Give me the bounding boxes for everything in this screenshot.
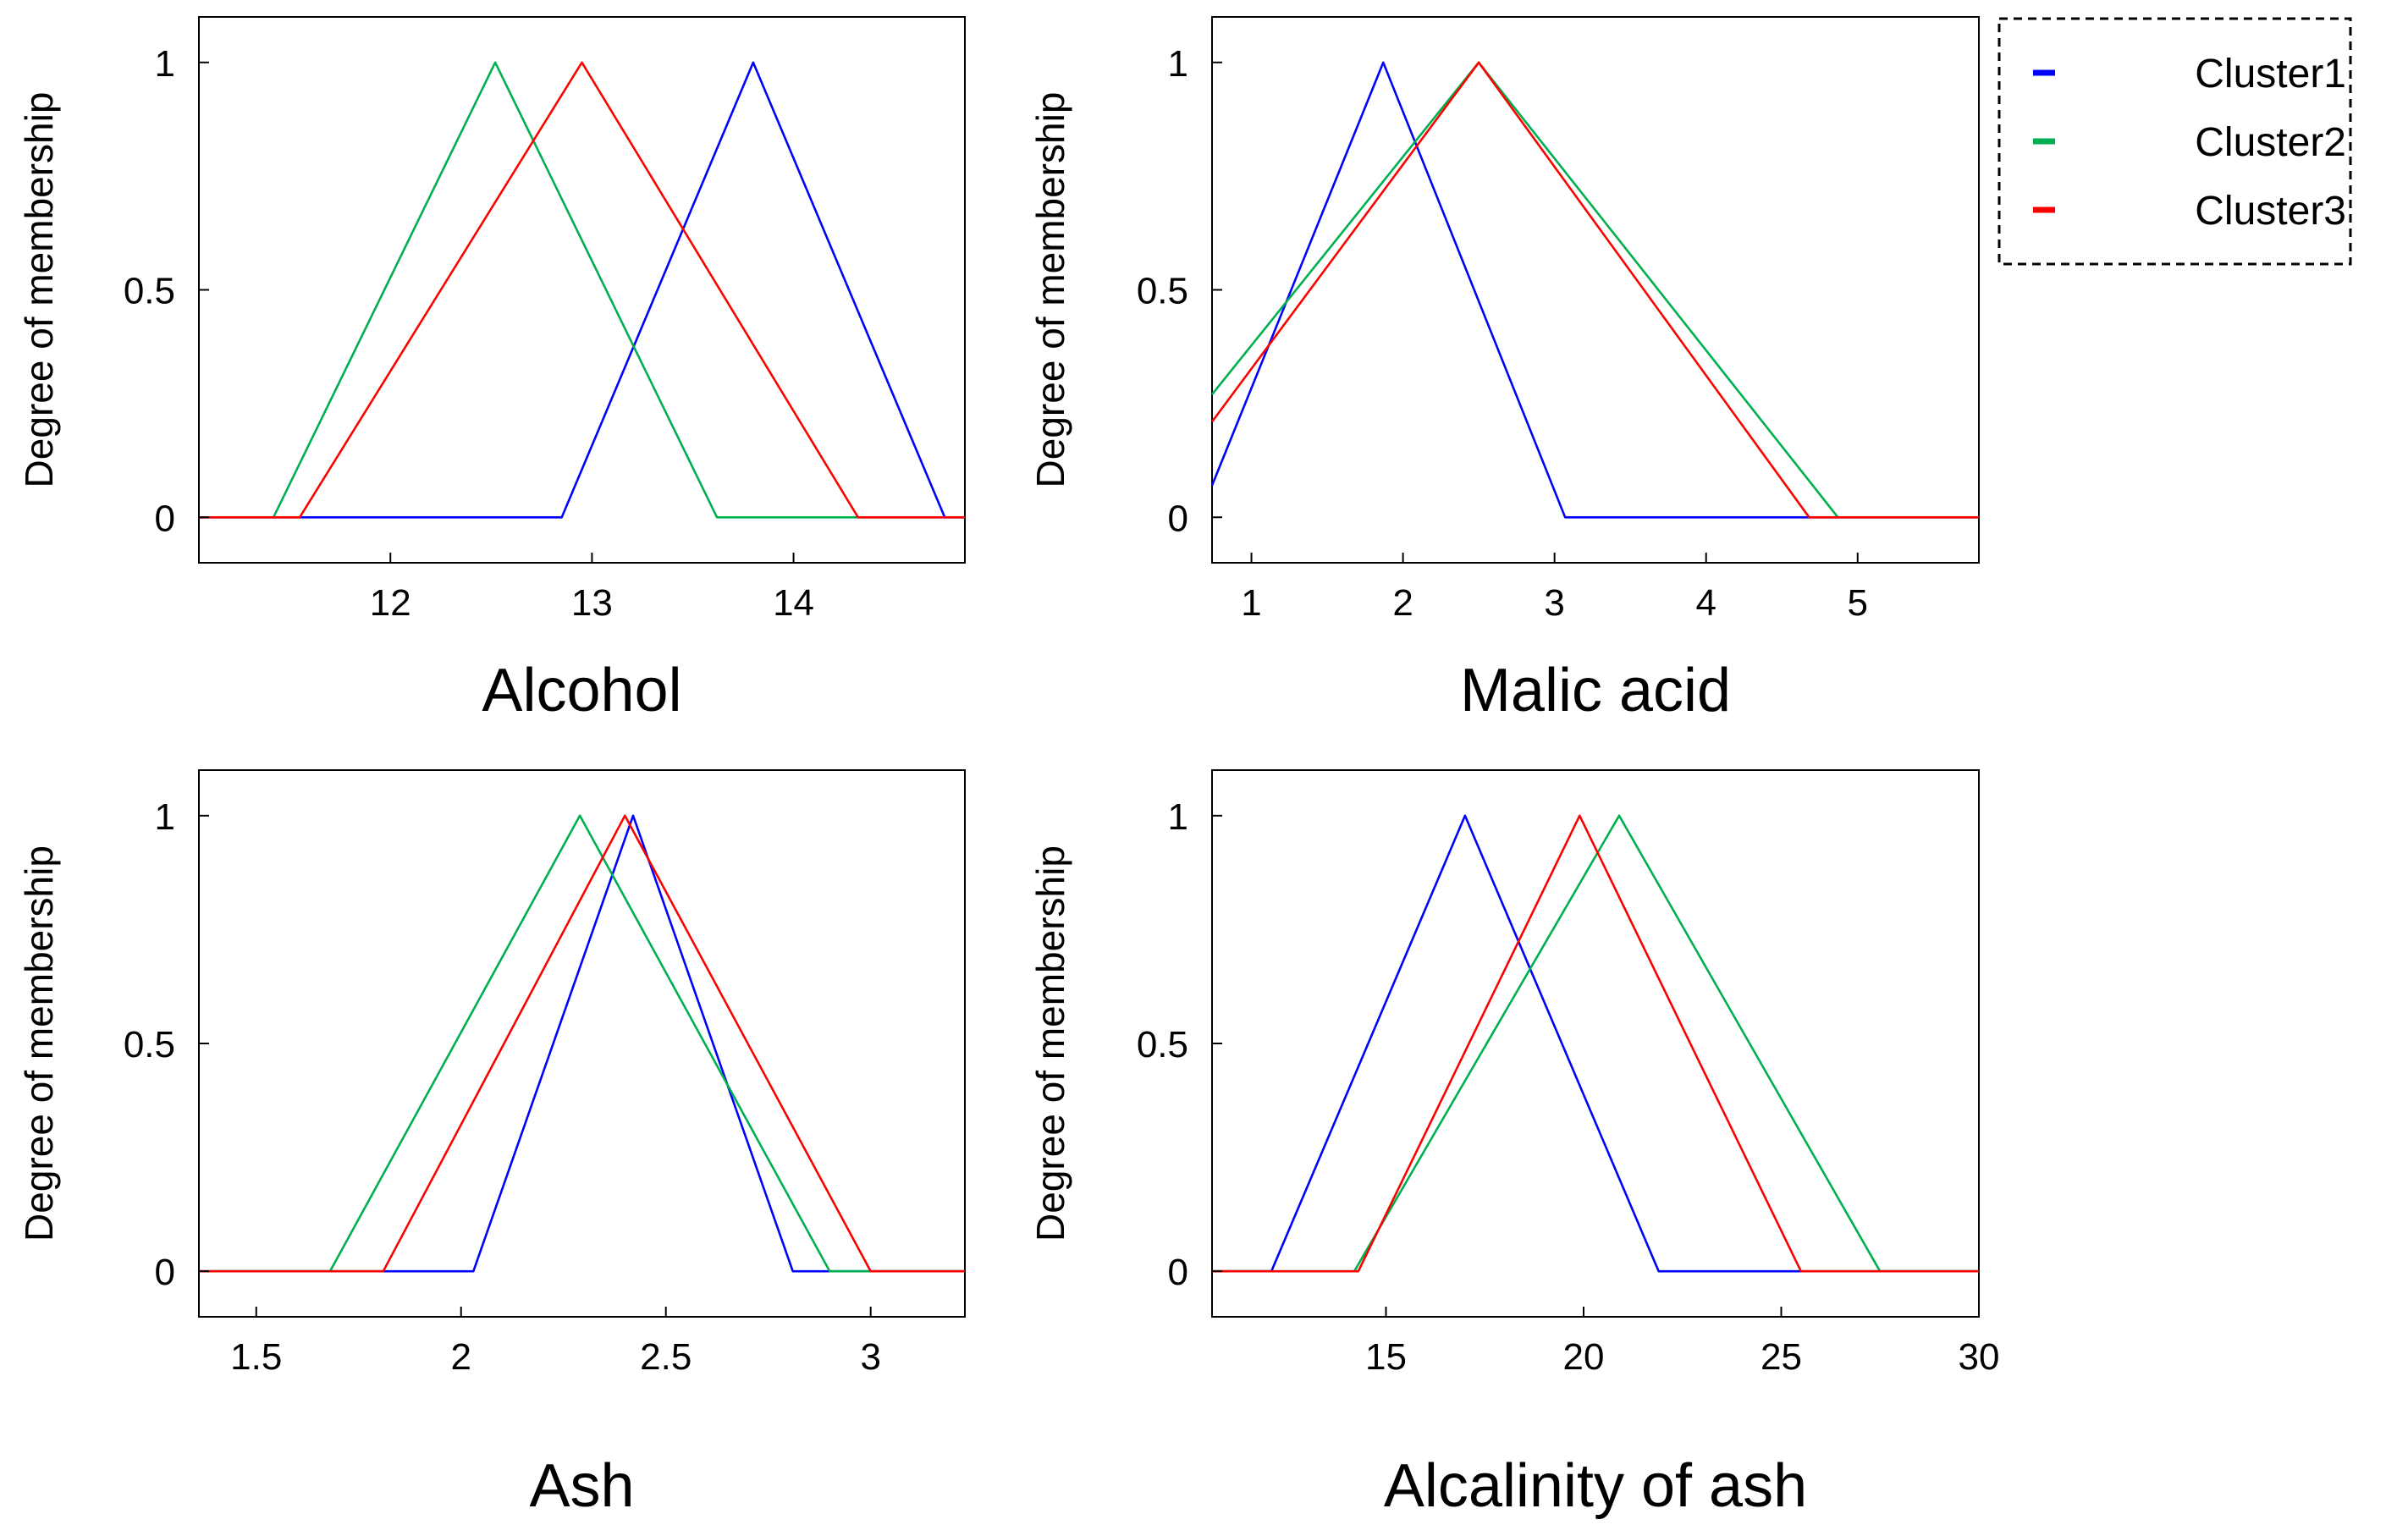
y-tick-label-malic-acid: 1	[1168, 43, 1188, 85]
y-axis-label-alcalinity-of-ash: Degree of membership	[1028, 845, 1072, 1241]
y-axis-label-malic-acid: Degree of membership	[1028, 92, 1072, 488]
x-tick-label-ash: 1.5	[230, 1336, 282, 1378]
y-tick-label-ash: 1	[155, 796, 175, 838]
x-tick-label-ash: 3	[860, 1336, 880, 1378]
x-tick-label-malic-acid: 5	[1848, 582, 1868, 624]
x-tick-label-malic-acid: 4	[1695, 582, 1716, 624]
y-tick-label-alcalinity-of-ash: 1	[1168, 796, 1188, 838]
x-tick-label-alcohol: 14	[773, 582, 814, 624]
legend-box	[1997, 17, 2352, 266]
series-line-cluster3-ash	[199, 814, 965, 1273]
legend: Cluster1 Cluster2 Cluster3	[1997, 17, 2352, 266]
legend-label-cluster2: Cluster2	[2195, 120, 2346, 165]
legend-label-cluster3: Cluster3	[2195, 189, 2346, 234]
subplot-alcalinity-of-ash: 15 20 25 30 0 0.5 1 Degree of membership Alcalin…	[1028, 769, 2000, 1520]
plot-area-alcalinity-of-ash	[1211, 769, 1980, 1318]
subplot-ash: 1.5 2 2.5 3 0 0.5 1 Degree of membership Ash	[17, 769, 966, 1520]
x-tick-label-alcalinity-of-ash: 30	[1959, 1336, 2000, 1378]
x-tick-label-alcalinity-of-ash: 15	[1365, 1336, 1407, 1378]
x-axis-label-alcohol: Alcohol	[482, 657, 681, 724]
x-tick-label-alcalinity-of-ash: 25	[1761, 1336, 1802, 1378]
x-tick-label-malic-acid: 2	[1392, 582, 1413, 624]
series-line-cluster3-alcohol	[199, 61, 965, 519]
x-tick-label-alcohol: 13	[571, 582, 613, 624]
x-tick-label-alcohol: 12	[370, 582, 411, 624]
subplot-malic-acid: 1 2 3 4 5 0 0.5 1 Degree of membership Malic acid	[1028, 16, 1980, 724]
y-tick-label-malic-acid: 0.5	[1137, 271, 1188, 312]
legend-entry-cluster3: Cluster3	[2033, 189, 2346, 234]
y-tick-label-alcalinity-of-ash: 0.5	[1137, 1024, 1188, 1065]
subplot-alcohol: 12 13 14 0 0.5 1 Degree of membership Alcohol	[17, 16, 966, 724]
x-tick-label-alcalinity-of-ash: 20	[1563, 1336, 1605, 1378]
legend-label-cluster1: Cluster1	[2195, 52, 2346, 96]
y-tick-label-malic-acid: 0	[1168, 498, 1188, 539]
series-line-cluster3-alcalinity-of-ash	[1212, 814, 1979, 1273]
x-axis-label-ash: Ash	[529, 1452, 634, 1520]
y-tick-label-ash: 0	[155, 1252, 175, 1293]
y-axis-label-ash: Degree of membership	[17, 845, 61, 1241]
x-tick-label-ash: 2	[450, 1336, 471, 1378]
plot-area-malic-acid	[1211, 16, 1980, 564]
plot-area-ash	[198, 769, 966, 1318]
y-axis-label-alcohol: Degree of membership	[17, 92, 61, 488]
y-tick-label-ash: 0.5	[124, 1024, 175, 1065]
x-axis-label-alcalinity-of-ash: Alcalinity of ash	[1384, 1452, 1807, 1520]
x-tick-label-malic-acid: 1	[1241, 582, 1261, 624]
legend-entry-cluster2: Cluster2	[2033, 120, 2346, 165]
x-tick-label-ash: 2.5	[640, 1336, 692, 1378]
x-axis-label-malic-acid: Malic acid	[1460, 657, 1731, 724]
y-tick-label-alcohol: 0	[155, 498, 175, 539]
legend-entry-cluster1: Cluster1	[2033, 52, 2346, 96]
y-tick-label-alcohol: 1	[155, 43, 175, 85]
series-line-cluster1-malic-acid	[1210, 61, 1979, 519]
y-tick-label-alcalinity-of-ash: 0	[1168, 1252, 1188, 1293]
y-tick-label-alcohol: 0.5	[124, 271, 175, 312]
series-line-cluster3-malic-acid	[1210, 61, 1979, 519]
x-tick-label-malic-acid: 3	[1544, 582, 1564, 624]
